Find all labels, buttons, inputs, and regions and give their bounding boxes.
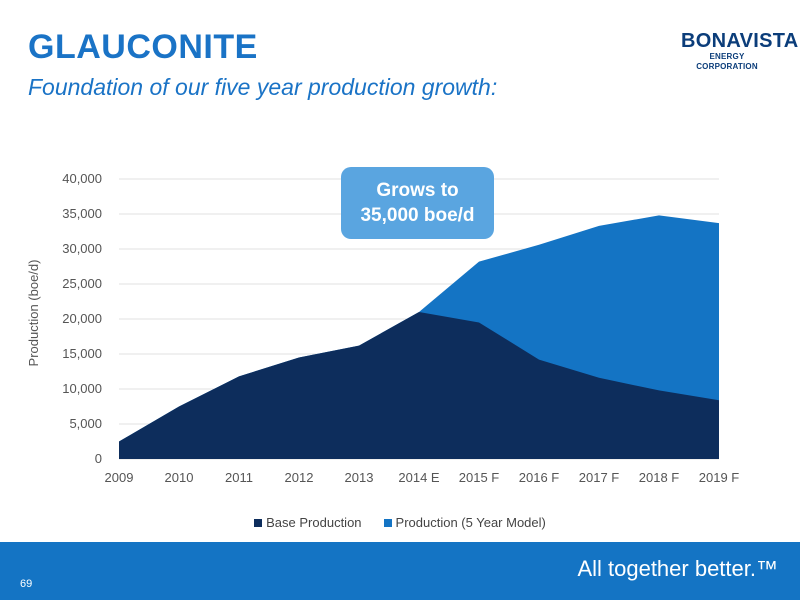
legend-label: Production (5 Year Model) [395,515,546,530]
production-area-chart: 0 5,000 10,000 15,000 20,000 25,000 30,000 35,0… [26,171,739,485]
x-tick-label: 2016 F [519,470,560,485]
callout-line-2: 35,000 boe/d [360,205,475,226]
y-tick-label: 35,000 [62,206,102,221]
y-tick-label: 20,000 [62,311,102,326]
x-tick-label: 2015 F [459,470,500,485]
legend-item: Base Production [254,515,362,530]
slide-subtitle: Foundation of our five year production g… [28,74,498,100]
x-tick-label: 2019 F [699,470,740,485]
x-tick-label: 2014 E [398,470,440,485]
company-logo: BONAVISTA ENERGY CORPORATION [681,30,799,72]
logo-name: BONAVISTA [681,30,799,52]
legend-item: Production (5 Year Model) [383,515,546,530]
legend-swatch [383,518,392,527]
logo-subtitle: ENERGY CORPORATION [696,52,758,71]
x-tick-label: 2012 [285,470,314,485]
area-series [119,215,719,459]
y-tick-label: 15,000 [62,346,102,361]
base-production-area [119,312,719,459]
y-tick-label: 10,000 [62,381,102,396]
tagline: All together better.™ [577,556,778,581]
chart-legend: Base Production Production (5 Year Model) [0,515,800,530]
y-tick-label: 5,000 [69,416,102,431]
legend-label: Base Production [266,515,362,530]
x-tick-label: 2017 F [579,470,620,485]
growth-callout: Grows to 35,000 boe/d [341,167,494,239]
page-number: 69 [20,578,33,590]
y-tick-label: 30,000 [62,241,102,256]
axis-ticks: 0 5,000 10,000 15,000 20,000 25,000 30,000 35,0… [62,171,739,485]
x-tick-label: 2013 [345,470,374,485]
x-tick-label: 2009 [105,470,134,485]
x-tick-label: 2018 F [639,470,680,485]
y-tick-label: 25,000 [62,276,102,291]
legend-swatch [254,518,263,527]
y-tick-label: 0 [95,451,102,466]
callout-line-1: Grows to [376,180,459,201]
y-tick-label: 40,000 [62,171,102,186]
slide-title: GLAUCONITE [28,28,258,66]
footer-bar: 69 All together better.™ [0,542,800,600]
y-axis-title: Production (boe/d) [26,260,41,367]
x-tick-label: 2011 [225,470,253,485]
x-tick-label: 2010 [165,470,194,485]
